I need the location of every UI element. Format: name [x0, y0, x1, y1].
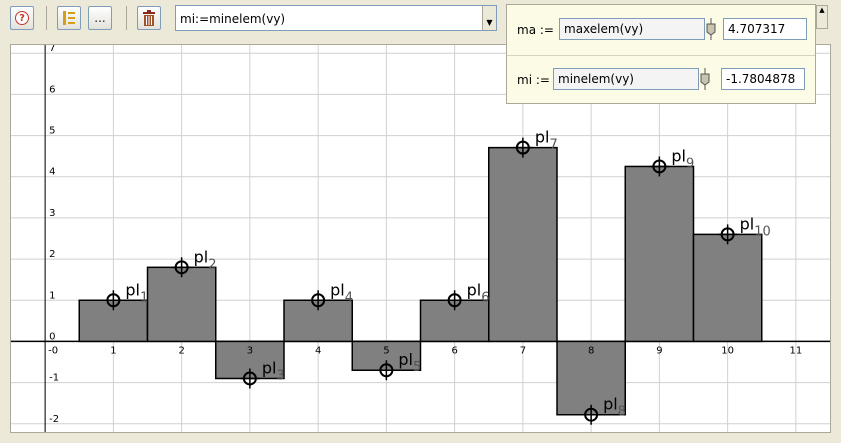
x-tick-label: 1	[110, 345, 116, 356]
x-tick-label: 7	[520, 345, 526, 356]
x-tick-label: 3	[247, 345, 253, 356]
x-tick-label: 8	[588, 345, 594, 356]
graph-view[interactable]: -0 1 2 3 4 5 6 7 8 9 10 11 -2 -1 0 1 2 3 4 5 6 7 pl1 pl2 pl3 pl4 p…	[10, 44, 831, 433]
help-button[interactable]: ?	[10, 6, 34, 30]
point-label: pl8	[603, 395, 626, 420]
command-input[interactable]: mi:=minelem(vy) ▼	[175, 5, 497, 31]
y-tick-label: 2	[49, 249, 55, 260]
x-tick-label: 6	[451, 345, 457, 356]
command-text: mi:=minelem(vy)	[180, 12, 286, 26]
toolbar-separator	[126, 6, 127, 30]
x-tick-label: 2	[178, 345, 184, 356]
bar-7	[488, 146, 558, 343]
y-tick-label: 1	[49, 290, 55, 301]
point-label: pl6	[467, 280, 490, 305]
slider-panel: ma := maxelem(vy) 4.707317 mi := minelem…	[506, 4, 816, 104]
y-tick-label: 0	[49, 331, 55, 342]
point-label: pl7	[535, 128, 558, 153]
command-history-dropdown[interactable]: ▼	[482, 6, 496, 30]
point-label: pl4	[330, 280, 353, 305]
y-tick-label: 5	[49, 126, 55, 137]
y-tick-label: 4	[49, 167, 55, 178]
point-label: pl3	[262, 358, 285, 383]
bar-chart: -0 1 2 3 4 5 6 7 8 9 10 11 -2 -1 0 1 2 3 4 5 6 7 pl1 pl2 pl3 pl4 p…	[11, 45, 830, 432]
help-icon: ?	[15, 11, 29, 25]
point-label: pl1	[125, 280, 148, 305]
x-tick-label: 10	[721, 345, 734, 356]
slider-expression: minelem(vy)	[558, 72, 634, 86]
y-tick-label: -2	[49, 414, 59, 425]
trash-icon	[143, 10, 155, 26]
bar-10	[692, 233, 763, 343]
y-tick-label: -1	[49, 373, 59, 384]
slider-row-ma: ma := maxelem(vy) 4.707317	[507, 15, 815, 45]
slider-expression: maxelem(vy)	[564, 22, 644, 36]
y-tick-label: 6	[49, 84, 55, 95]
arrow-up-icon: ▲	[819, 6, 825, 14]
point-label: pl9	[671, 146, 694, 171]
y-tick-label: 3	[49, 208, 55, 219]
slider-handle-icon[interactable]	[706, 18, 716, 40]
slider-row-mi: mi := minelem(vy) -1.7804878	[507, 65, 815, 95]
scroll-up-button[interactable]: ▲	[816, 5, 828, 29]
bar-8	[556, 340, 626, 416]
slider-value-field[interactable]: -1.7804878	[721, 68, 805, 90]
x-tick-label: 9	[656, 345, 662, 356]
toolbar-separator	[46, 6, 47, 30]
more-button[interactable]: ...	[88, 6, 112, 30]
slider-label: ma :=	[517, 23, 554, 37]
slider-expression-field[interactable]: maxelem(vy)	[559, 18, 705, 40]
x-tick-label: -0	[48, 345, 58, 356]
bar-2	[146, 266, 217, 343]
slider-handle-icon[interactable]	[700, 68, 710, 90]
point-label: pl5	[398, 350, 421, 375]
bar-9	[624, 165, 695, 343]
y-tick-label: 7	[49, 45, 55, 54]
point-label: pl2	[194, 247, 217, 272]
tree-icon	[63, 11, 75, 25]
slider-value-field[interactable]: 4.707317	[723, 18, 807, 40]
x-tick-label: 5	[383, 345, 389, 356]
chevron-down-icon: ▼	[486, 18, 493, 27]
slider-label: mi :=	[517, 73, 550, 87]
x-tick-label: 11	[790, 345, 803, 356]
tree-view-button[interactable]	[57, 6, 81, 30]
slider-value: -1.7804878	[726, 72, 796, 86]
more-label: ...	[94, 11, 106, 25]
x-tick-label: 4	[315, 345, 321, 356]
point-label: pl10	[740, 214, 771, 239]
slider-expression-field[interactable]: minelem(vy)	[553, 68, 699, 90]
divider	[507, 55, 815, 56]
delete-button[interactable]	[137, 6, 161, 30]
slider-value: 4.707317	[728, 22, 786, 36]
